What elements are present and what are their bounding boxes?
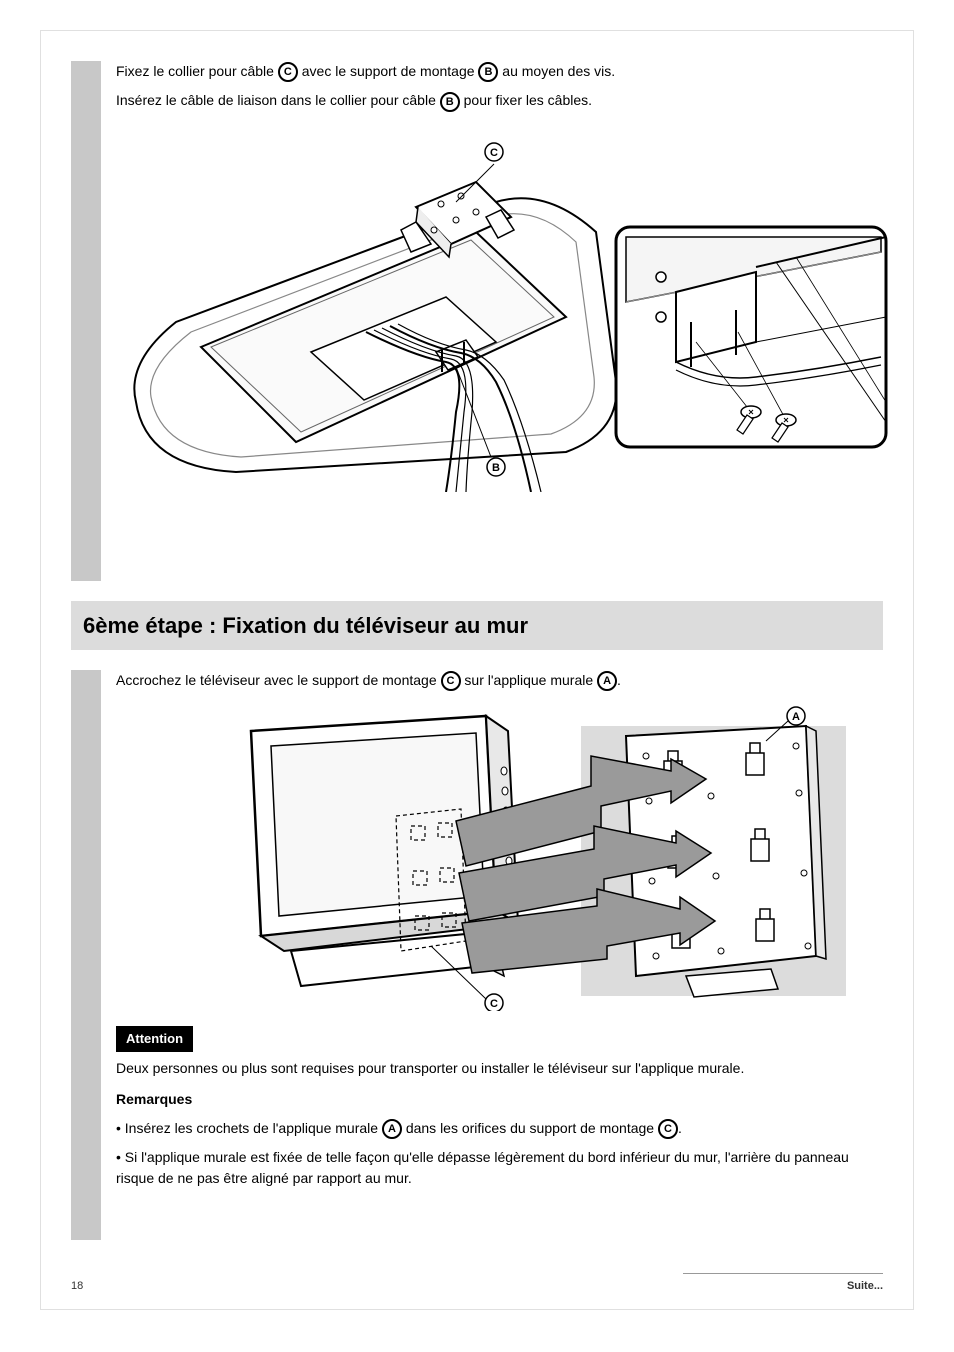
svg-text:A: A — [792, 711, 800, 723]
svg-text:C: C — [490, 998, 498, 1010]
step5-diagram: C B — [116, 122, 883, 492]
label-b-icon: B — [478, 62, 498, 82]
remarks-heading: Remarques — [116, 1089, 883, 1110]
step6-heading-text: 6ème étape : Fixation du téléviseur au m… — [83, 609, 871, 642]
attention-text: Deux personnes ou plus sont requises pou… — [116, 1058, 883, 1079]
label-b-icon: B — [440, 92, 460, 112]
svg-text:C: C — [490, 147, 498, 159]
remark-1: • Insérez les crochets de l'applique mur… — [116, 1118, 883, 1139]
svg-text:B: B — [492, 462, 500, 474]
label-c-icon: C — [441, 671, 461, 691]
label-c-icon: C — [658, 1119, 678, 1139]
section-sidebar — [71, 670, 101, 1240]
step6-text: Accrochez le téléviseur avec le support … — [116, 670, 883, 691]
attention-block: Attention Deux personnes ou plus sont re… — [116, 1026, 883, 1079]
page-number: 18 — [71, 1278, 83, 1295]
label-a-icon: A — [382, 1119, 402, 1139]
step5-text-2: Insérez le câble de liaison dans le coll… — [116, 90, 883, 111]
step6-diagram: A — [116, 701, 883, 1011]
step6-heading: 6ème étape : Fixation du téléviseur au m… — [71, 601, 883, 650]
section-sidebar — [71, 61, 101, 581]
label-c-icon: C — [278, 62, 298, 82]
attention-label: Attention — [116, 1026, 193, 1052]
label-a-icon: A — [597, 671, 617, 691]
remark-2: • Si l'applique murale est fixée de tell… — [116, 1147, 883, 1189]
step5-text-1: Fixez le collier pour câble C avec le su… — [116, 61, 883, 82]
continue-text: Suite... — [847, 1280, 883, 1292]
page-footer: 18 Suite... — [41, 1273, 913, 1295]
